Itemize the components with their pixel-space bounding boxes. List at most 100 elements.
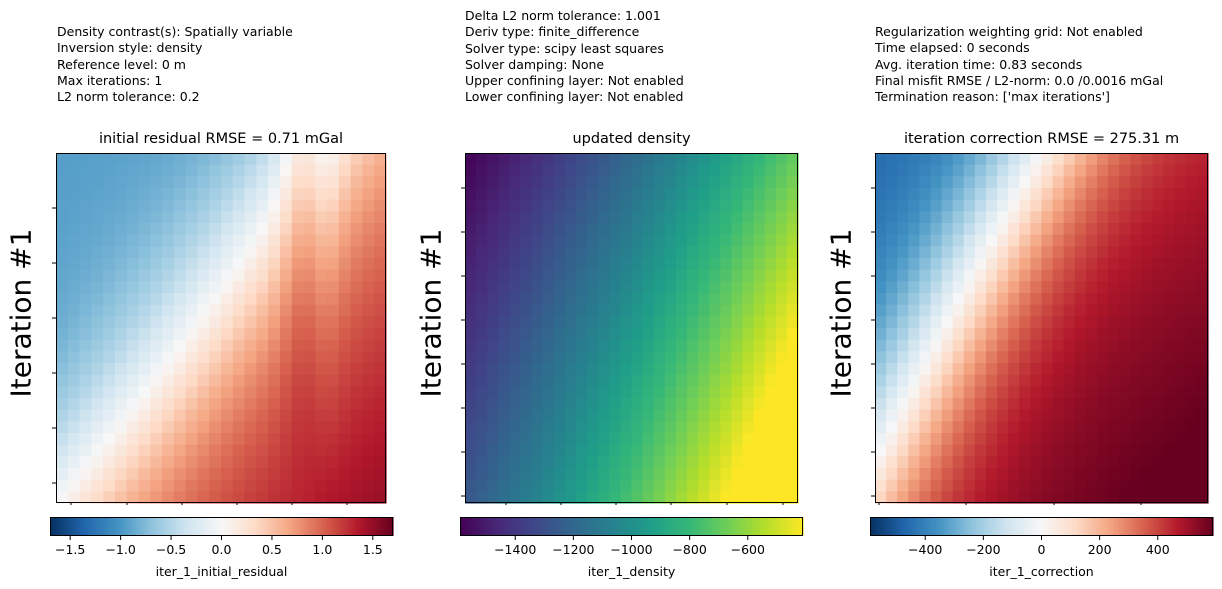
heatmap-cell: [315, 433, 328, 446]
heatmap-cell: [1119, 223, 1131, 236]
heatmap-cell: [531, 421, 544, 434]
heatmap-cell: [720, 258, 732, 271]
heatmap-cell: [1041, 363, 1054, 376]
colorbar-segment: [927, 517, 931, 536]
heatmap-cell: [162, 351, 175, 364]
heatmap-cell: [138, 374, 151, 387]
colorbar-segment: [1190, 517, 1194, 536]
heatmap-cell: [244, 398, 257, 411]
heatmap-cell: [268, 164, 281, 177]
heatmap-cell: [338, 328, 352, 341]
heatmap-cell: [598, 363, 610, 376]
heatmap-cell: [598, 164, 610, 177]
heatmap-cell: [374, 409, 387, 422]
heatmap-cell: [564, 258, 577, 271]
heatmap-cell: [291, 351, 305, 364]
heatmap-cell: [930, 176, 943, 189]
colorbar-segment: [178, 517, 183, 536]
heatmap-cell: [1074, 188, 1087, 201]
heatmap-cell: [1108, 386, 1120, 399]
colorbar-segment: [717, 517, 721, 536]
colorbar-segment: [372, 517, 377, 536]
heatmap-cell: [91, 153, 104, 166]
heatmap-cell: [1041, 456, 1054, 469]
heatmap-cell: [1019, 421, 1031, 434]
heatmap-cell: [268, 211, 281, 224]
heatmap-cell: [631, 468, 644, 481]
heatmap-cell: [609, 304, 621, 317]
heatmap-cell: [997, 433, 1009, 446]
heatmap-cell: [897, 269, 909, 282]
heatmap-cell: [609, 258, 621, 271]
heatmap-cell: [1052, 153, 1065, 166]
heatmap-cell: [963, 479, 976, 492]
heatmap-cell: [1163, 164, 1176, 177]
heatmap-cell: [476, 153, 488, 166]
heatmap-cell: [564, 328, 577, 341]
heatmap-cell: [279, 409, 293, 422]
heatmap-cell: [897, 456, 909, 469]
heatmap-cell: [542, 421, 555, 434]
heatmap-cell: [742, 176, 755, 189]
colorbar-segment: [631, 517, 635, 536]
heatmap-cell: [315, 468, 328, 481]
heatmap-cell: [291, 328, 305, 341]
heatmap-cell: [631, 246, 644, 259]
heatmap-cell: [162, 444, 175, 457]
heatmap-cell: [531, 351, 544, 364]
heatmap-cell: [244, 269, 257, 282]
heatmap-cell: [91, 351, 104, 364]
heatmap-cell: [1108, 164, 1120, 177]
heatmap-cell: [1174, 188, 1187, 201]
heatmap-cell: [675, 211, 688, 224]
heatmap-cell: [542, 246, 555, 259]
heatmap-cell: [221, 339, 234, 352]
heatmap-cell: [268, 176, 281, 189]
heatmap-cell: [974, 386, 987, 399]
heatmap-cell: [79, 164, 92, 177]
heatmap-cell: [1052, 304, 1065, 317]
heatmap-cell: [1008, 246, 1020, 259]
heatmap-cell: [244, 456, 257, 469]
heatmap-cell: [509, 199, 522, 212]
heatmap-cell: [531, 479, 544, 492]
heatmap-cell: [209, 223, 222, 236]
heatmap-cell: [986, 351, 998, 364]
colorbar-segment: [582, 517, 587, 536]
heatmap-cell: [1097, 351, 1109, 364]
heatmap-cell: [1119, 234, 1131, 247]
heatmap-cell: [709, 363, 721, 376]
heatmap-cell: [374, 468, 387, 481]
heatmap-cell: [986, 491, 998, 504]
heatmap-cell: [150, 386, 163, 399]
heatmap-cell: [1196, 444, 1209, 457]
heatmap-cell: [327, 479, 340, 492]
heatmap-cell: [256, 176, 269, 189]
heatmap-cell: [952, 363, 965, 376]
heatmap-cell: [974, 328, 987, 341]
heatmap-cell: [303, 316, 316, 329]
heatmap-cell: [315, 223, 328, 236]
density-colorbar: −1400 −1200 −1000 −800 −600: [460, 517, 804, 557]
heatmap-cell: [698, 281, 710, 294]
colorbar-segment: [895, 517, 900, 536]
heatmap-cell: [709, 468, 721, 481]
heatmap-cell: [620, 164, 633, 177]
heatmap-cell: [930, 328, 943, 341]
colorbar-segment: [215, 517, 220, 536]
heatmap-cell: [598, 456, 610, 469]
heatmap-cell: [753, 304, 766, 317]
heatmap-cell: [886, 223, 898, 236]
heatmap-cell: [1097, 234, 1109, 247]
heatmap-cell: [598, 269, 610, 282]
heatmap-cell: [256, 269, 269, 282]
heatmap-cell: [232, 258, 246, 271]
heatmap-cell: [1119, 153, 1131, 166]
heatmap-cell: [1030, 153, 1043, 166]
heatmap-cell: [1185, 176, 1198, 189]
colorbar-segment: [375, 517, 380, 536]
heatmap-cell: [303, 269, 316, 282]
heatmap-cell: [930, 433, 943, 446]
heatmap-cell: [1041, 176, 1054, 189]
heatmap-cell: [374, 246, 387, 259]
